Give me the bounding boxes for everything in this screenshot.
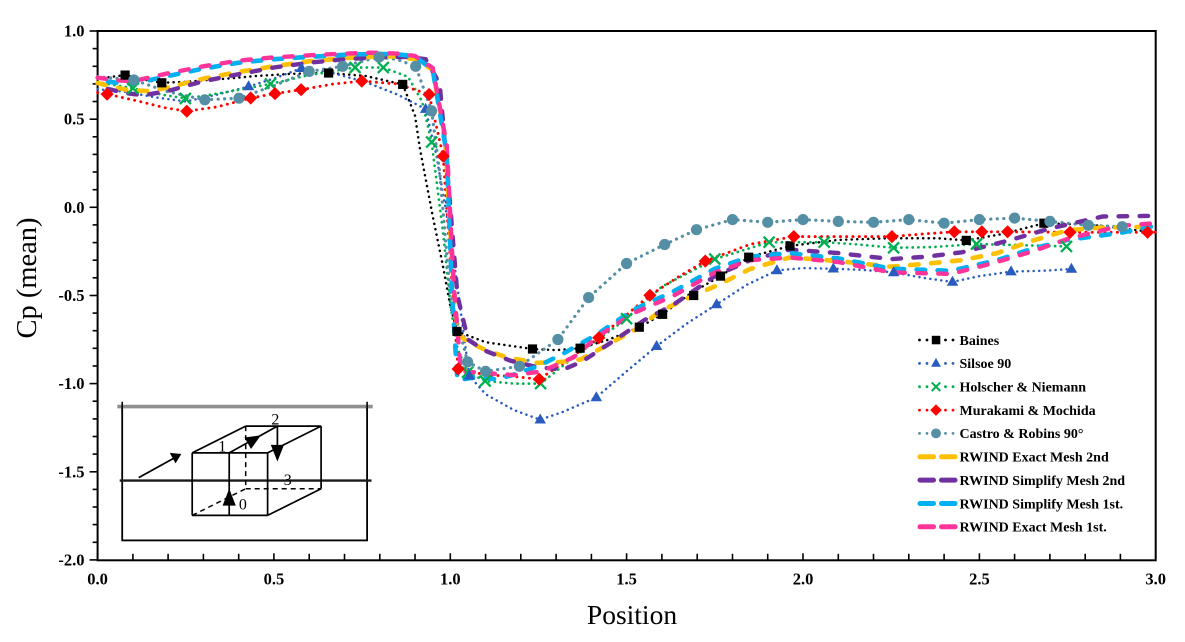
svg-text:RWIND Exact Mesh 2nd: RWIND Exact Mesh 2nd: [960, 451, 1109, 466]
svg-text:RWIND Simplify Mesh 1st.: RWIND Simplify Mesh 1st.: [960, 497, 1124, 512]
svg-text:RWIND Simplify Mesh 2nd: RWIND Simplify Mesh 2nd: [960, 474, 1126, 489]
svg-text:1.0: 1.0: [440, 570, 461, 589]
svg-text:2.0: 2.0: [793, 570, 814, 589]
svg-text:0: 0: [239, 497, 247, 514]
svg-text:Baines: Baines: [960, 334, 1000, 349]
svg-text:1: 1: [218, 438, 226, 455]
svg-text:3.0: 3.0: [1145, 570, 1166, 589]
svg-text:1.5: 1.5: [616, 570, 637, 589]
svg-text:-1.5: -1.5: [58, 462, 84, 481]
svg-text:Holscher & Niemann: Holscher & Niemann: [960, 381, 1087, 396]
svg-text:-2.0: -2.0: [58, 550, 84, 569]
svg-text:Silsoe 90: Silsoe 90: [960, 357, 1012, 372]
svg-text:1.0: 1.0: [64, 22, 85, 41]
svg-text:-0.5: -0.5: [58, 286, 84, 305]
svg-text:0.5: 0.5: [264, 570, 285, 589]
svg-text:Position: Position: [587, 599, 677, 630]
svg-text:0.0: 0.0: [64, 198, 85, 217]
svg-text:-1.0: -1.0: [58, 374, 84, 393]
svg-text:Murakami & Mochida: Murakami & Mochida: [960, 404, 1096, 419]
svg-text:Cp (mean): Cp (mean): [12, 217, 43, 338]
svg-text:0.5: 0.5: [64, 110, 85, 129]
svg-text:3: 3: [284, 472, 292, 489]
svg-text:2.5: 2.5: [969, 570, 990, 589]
svg-text:2: 2: [271, 411, 279, 428]
svg-text:0.0: 0.0: [87, 570, 108, 589]
svg-text:RWIND Exact Mesh 1st.: RWIND Exact Mesh 1st.: [960, 521, 1107, 536]
svg-text:Castro & Robins 90°: Castro & Robins 90°: [960, 427, 1084, 442]
